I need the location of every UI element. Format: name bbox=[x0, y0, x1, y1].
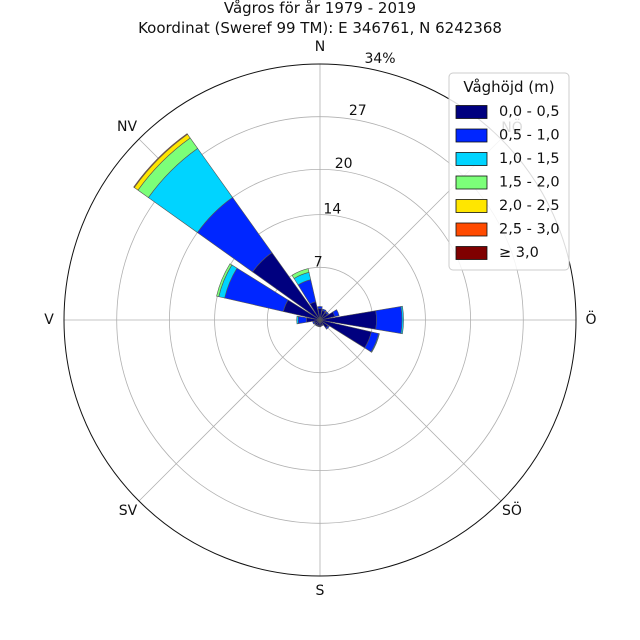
bar-sector-15-bin-3 bbox=[291, 268, 310, 279]
legend-title: Våghöjd (m) bbox=[463, 78, 554, 96]
legend-swatch-1 bbox=[455, 128, 488, 143]
bar-sector-11-bin-1 bbox=[312, 320, 316, 325]
legend-swatch-6 bbox=[455, 246, 488, 260]
chart-subtitle: Koordinat (Sweref 99 TM): E 346761, N 62… bbox=[138, 19, 502, 37]
grid-spoke bbox=[319, 319, 502, 502]
legend-swatch-4 bbox=[455, 199, 488, 213]
radial-max-label: 34% bbox=[364, 51, 395, 67]
legend-label-5: 2,5 - 3,0 bbox=[499, 222, 560, 238]
legend-swatch-0 bbox=[455, 105, 488, 119]
outer-ring bbox=[63, 63, 577, 577]
axis-labels: NNÖÖSÖSSVVNV714202734% bbox=[44, 39, 596, 599]
bar-sector-4-bin-2 bbox=[400, 305, 404, 335]
bar-sector-6-bin-1 bbox=[325, 325, 330, 330]
direction-label-5: SV bbox=[119, 503, 138, 519]
direction-label-2: Ö bbox=[585, 310, 596, 328]
direction-label-3: SÖ bbox=[502, 501, 522, 519]
direction-label-0: N bbox=[315, 39, 325, 55]
legend-label-0: 0,0 - 0,5 bbox=[499, 104, 560, 120]
legend-label-4: 2,0 - 2,5 bbox=[499, 198, 560, 214]
chart-title: Vågros för år 1979 - 2019 bbox=[224, 0, 416, 17]
bar-sector-2-bin-1 bbox=[324, 310, 330, 316]
legend-label-6: ≥ 3,0 bbox=[499, 245, 539, 261]
legend-frame bbox=[448, 72, 570, 271]
direction-label-4: S bbox=[316, 583, 325, 599]
legend-entries: 0,0 - 0,5 0,5 - 1,0 1,0 - 1,5 1,5 - 2,0 2,0 … bbox=[455, 104, 560, 261]
legend-swatch-5 bbox=[455, 222, 488, 237]
bar-sector-9-bin-1 bbox=[315, 324, 320, 327]
radial-tick-label-4: 27 bbox=[349, 103, 367, 119]
bar-sector-13-bin-3 bbox=[216, 263, 233, 297]
bar-sector-8-bin-1 bbox=[318, 325, 322, 328]
radial-tick-label-2: 14 bbox=[323, 202, 341, 218]
bar-sector-14-bin-5 bbox=[133, 133, 188, 188]
rose-bars bbox=[133, 133, 404, 353]
bar-sector-12-bin-1 bbox=[297, 316, 307, 324]
bar-sector-0-bin-1 bbox=[317, 306, 323, 310]
direction-label-7: NV bbox=[117, 119, 137, 135]
direction-label-6: V bbox=[44, 312, 54, 328]
radial-tick-label-1: 7 bbox=[314, 254, 323, 270]
bar-sector-4-bin-1 bbox=[375, 306, 403, 334]
grid-spoke bbox=[138, 319, 321, 502]
radial-tick-label-3: 20 bbox=[335, 156, 353, 172]
legend-label-1: 0,5 - 1,0 bbox=[499, 128, 560, 144]
legend-swatch-2 bbox=[455, 152, 488, 166]
bar-sector-1-bin-1 bbox=[321, 308, 327, 313]
bar-sector-12-bin-2 bbox=[296, 315, 299, 325]
legend: Våghöjd (m) 0,0 - 0,5 0,5 - 1,0 1,0 - 1,5 1… bbox=[448, 72, 570, 271]
bar-sector-5-bin-2 bbox=[370, 333, 380, 353]
bar-sector-7-bin-1 bbox=[320, 324, 324, 327]
bar-sector-3-bin-1 bbox=[332, 309, 340, 317]
legend-label-2: 1,0 - 1,5 bbox=[499, 151, 560, 167]
legend-label-3: 1,5 - 2,0 bbox=[499, 175, 560, 191]
bar-sector-10-bin-1 bbox=[314, 323, 317, 326]
legend-swatch-3 bbox=[455, 175, 488, 190]
